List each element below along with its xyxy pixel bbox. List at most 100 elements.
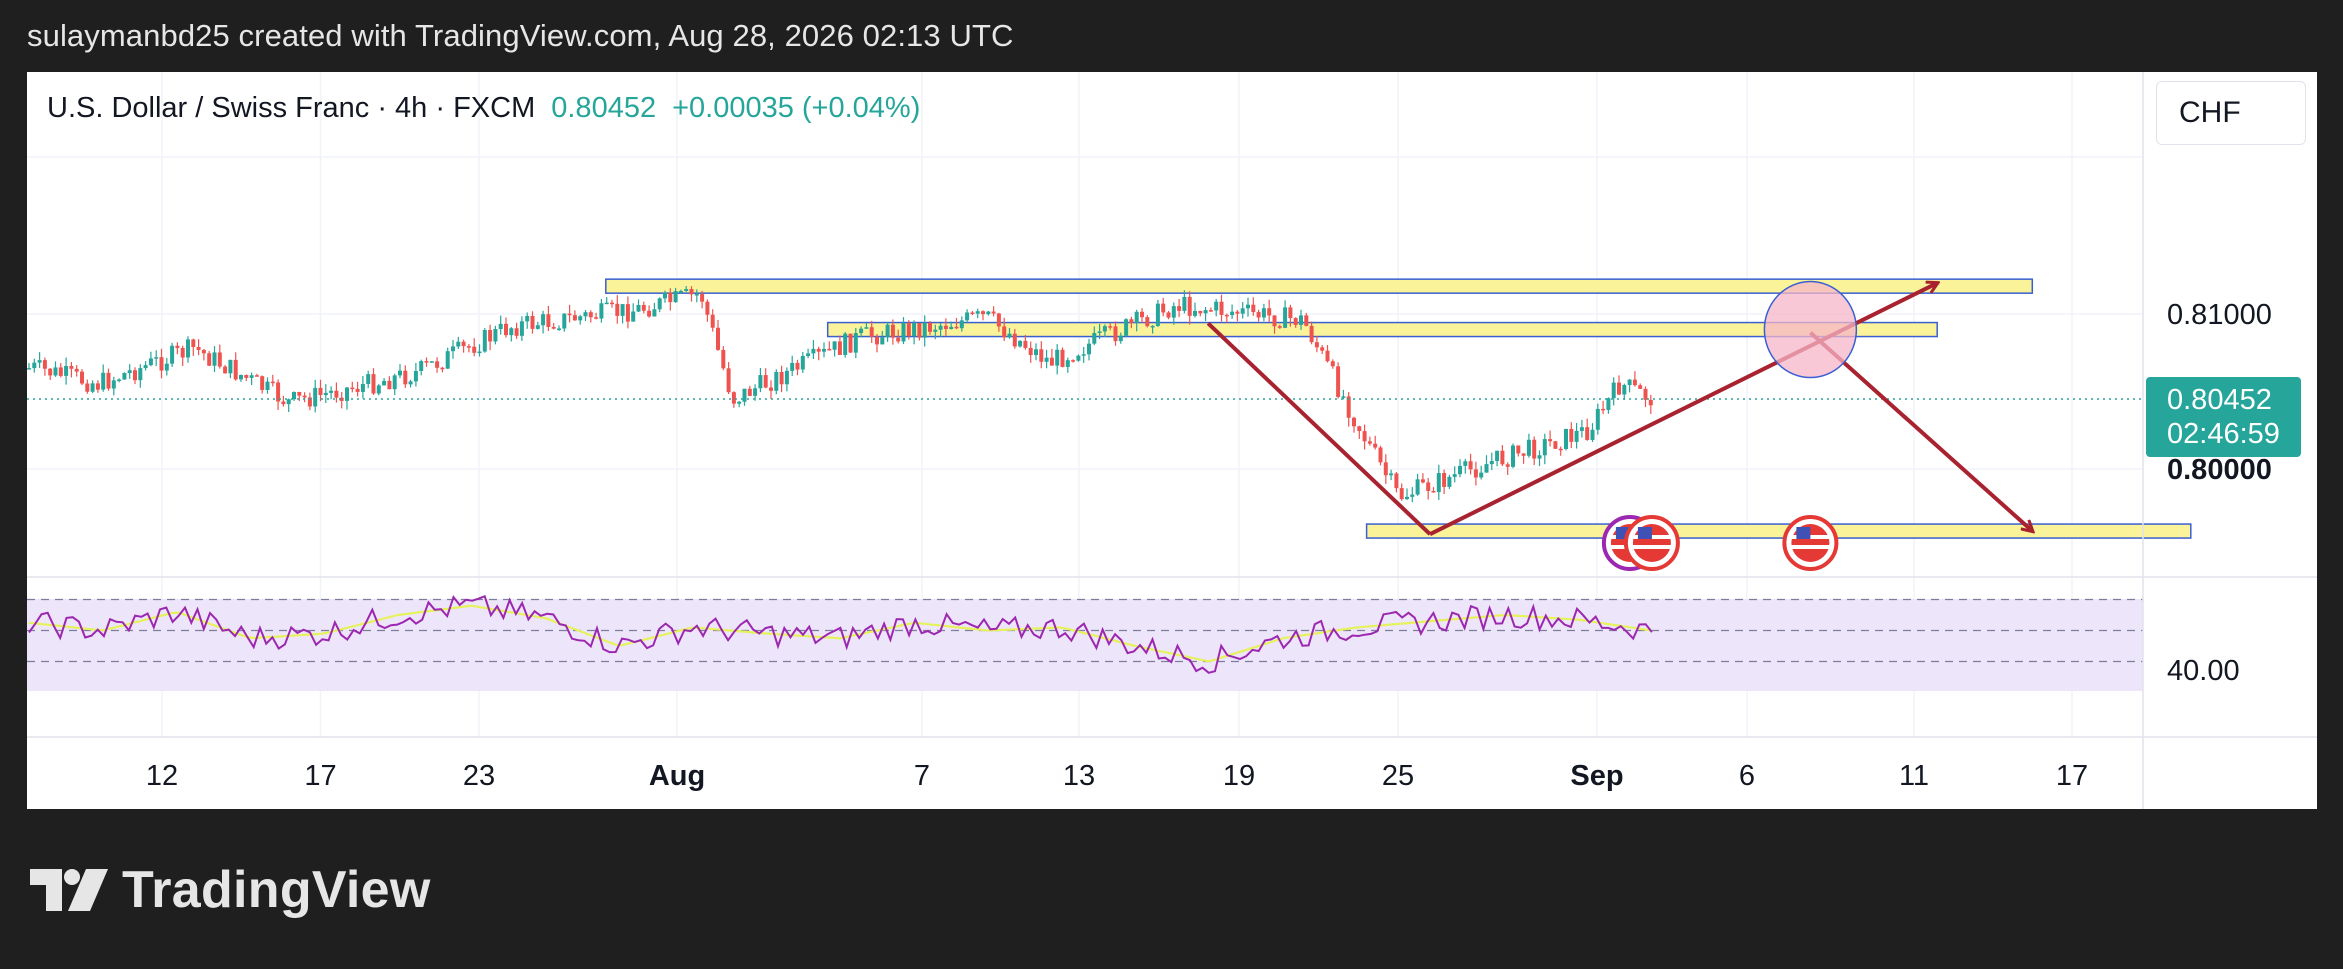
candle-body xyxy=(318,387,323,396)
candle-body xyxy=(1526,439,1531,456)
candle-body xyxy=(557,328,561,331)
candle-body xyxy=(514,328,519,336)
candle-body xyxy=(747,388,752,396)
candle-body xyxy=(673,291,678,303)
candle-body xyxy=(170,345,175,364)
candle-body xyxy=(1314,342,1319,348)
candle-body xyxy=(1023,340,1028,348)
candle-body xyxy=(917,323,922,338)
candle-body xyxy=(610,302,614,305)
currency-button[interactable]: CHF xyxy=(2156,81,2306,145)
candle-body xyxy=(281,401,286,405)
candle-body xyxy=(779,371,784,385)
candle-body xyxy=(562,313,567,329)
candle-body xyxy=(1309,325,1314,343)
candle-body xyxy=(827,348,832,351)
last-price-tag xyxy=(2146,377,2301,457)
candle-body xyxy=(371,374,376,394)
candle-body xyxy=(493,329,498,342)
candle-body xyxy=(1299,315,1303,325)
candle-body xyxy=(1442,473,1447,487)
candle-body xyxy=(392,375,397,390)
candle-body xyxy=(1383,462,1388,476)
candle-body xyxy=(1479,472,1484,478)
candle-body xyxy=(175,345,180,349)
candle-body xyxy=(551,326,556,329)
candle-body xyxy=(970,312,975,314)
candle-body xyxy=(996,313,1001,327)
candle-body xyxy=(1410,494,1415,497)
candle-body xyxy=(1606,398,1611,410)
candle-body xyxy=(800,355,805,370)
candle-body xyxy=(1097,331,1102,333)
candle-body xyxy=(705,301,710,315)
candle-body xyxy=(663,292,667,299)
candle-body xyxy=(1542,439,1547,456)
candle-body xyxy=(1489,461,1494,465)
candle-body xyxy=(896,337,901,342)
candle-body xyxy=(525,315,530,322)
candle-body xyxy=(652,309,657,317)
candle-body xyxy=(58,367,63,376)
candle-body xyxy=(345,387,349,401)
candle-body xyxy=(270,381,275,384)
candle-body xyxy=(1108,326,1113,328)
candle-body xyxy=(1532,439,1537,459)
candle-body xyxy=(1447,476,1452,487)
candle-body xyxy=(981,311,985,315)
price-chart[interactable]: 12 17 23 Aug 7 13 19 25 Sep 6 11 17 0.81000 0.80000 40… xyxy=(27,72,2317,809)
candle-body xyxy=(864,327,869,329)
candle-body xyxy=(1468,461,1473,470)
candle-body xyxy=(912,323,917,336)
axis-layer: 12 17 23 Aug 7 13 19 25 Sep 6 11 17 0.81000 0.80000 40… xyxy=(146,299,2301,792)
candle-body xyxy=(1505,464,1510,467)
candle-body xyxy=(461,341,466,347)
rsi-value-label: 40.00 xyxy=(2167,655,2240,687)
candle-body xyxy=(901,323,906,342)
candle-body xyxy=(472,346,477,353)
candle-body xyxy=(1060,349,1065,367)
us-event-flag-icon xyxy=(1623,515,1680,571)
candle-body xyxy=(1495,450,1500,462)
x-tick-label: 12 xyxy=(146,760,178,792)
candle-body xyxy=(837,341,842,355)
candle-body xyxy=(1288,307,1293,319)
candle-body xyxy=(1039,349,1044,362)
candle-body xyxy=(959,320,964,329)
candle-body xyxy=(482,330,487,352)
candle-body xyxy=(1251,304,1256,313)
candle-body xyxy=(435,361,440,368)
candle-body xyxy=(1081,354,1086,356)
flag-stripe xyxy=(1632,545,1671,549)
candle-body xyxy=(519,321,524,336)
candle-body xyxy=(572,315,577,321)
candle-body xyxy=(254,375,259,377)
candle-body xyxy=(207,353,212,366)
candle-body xyxy=(106,372,111,389)
candle-body xyxy=(509,328,514,336)
y-tick-label: 0.81000 xyxy=(2167,299,2272,331)
candle-body xyxy=(1579,427,1584,431)
candle-body xyxy=(1648,399,1653,406)
candle-body xyxy=(1415,479,1420,495)
candle-body xyxy=(1134,311,1139,323)
candle-body xyxy=(1150,325,1155,328)
candle-body xyxy=(1028,347,1033,356)
candle-body xyxy=(1187,296,1192,316)
candle-body xyxy=(933,329,938,332)
candle-body xyxy=(726,368,731,393)
x-tick-label: Sep xyxy=(1570,760,1623,792)
candle-body xyxy=(101,372,106,390)
brand-name: TradingView xyxy=(122,861,431,919)
candle-body xyxy=(1548,439,1553,442)
candle-body xyxy=(716,327,720,350)
chart-panel[interactable]: 12 17 23 Aug 7 13 19 25 Sep 6 11 17 0.81000 0.80000 40… xyxy=(27,72,2317,809)
candle-body xyxy=(1208,310,1213,312)
projection-arrow xyxy=(1809,331,2032,531)
candle-body xyxy=(991,311,996,314)
candle-body xyxy=(583,312,588,317)
x-tick-label: 17 xyxy=(304,760,336,792)
candle-body xyxy=(816,348,821,352)
projection-arrow xyxy=(1206,321,1432,536)
x-tick-label: 17 xyxy=(2056,760,2088,792)
